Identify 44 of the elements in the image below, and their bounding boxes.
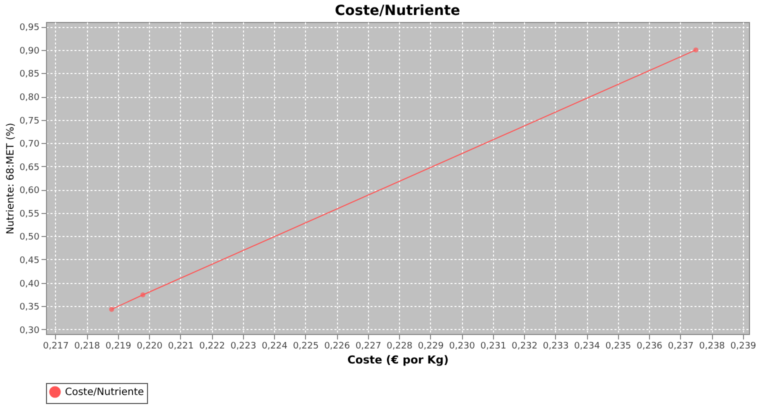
x-tick-label: 0,219 bbox=[105, 342, 132, 352]
x-tick-label: 0,218 bbox=[74, 342, 100, 352]
y-tick-label: 0,95 bbox=[19, 23, 40, 34]
x-tick-label: 0,229 bbox=[418, 342, 444, 352]
y-tick-label: 0,45 bbox=[19, 256, 40, 266]
point bbox=[109, 306, 114, 312]
x-tick-label: 0,224 bbox=[262, 342, 288, 352]
y-tick-label: 0,30 bbox=[19, 326, 40, 336]
x-tick-label: 0,220 bbox=[136, 342, 163, 352]
y-tick-label: 0,50 bbox=[19, 232, 40, 243]
legend-label: Coste/Nutriente bbox=[65, 387, 144, 398]
x-tick-label: 0,233 bbox=[542, 342, 569, 352]
x-tick-label: 0,223 bbox=[230, 342, 256, 352]
y-tick-label: 0,55 bbox=[19, 209, 40, 220]
x-tick-label: 0,225 bbox=[292, 342, 319, 352]
chart-title: Coste/Nutriente bbox=[334, 3, 460, 19]
x-tick-label: 0,230 bbox=[449, 342, 476, 352]
x-tick-label: 0,226 bbox=[324, 342, 350, 352]
x-tick-label: 0,235 bbox=[605, 342, 632, 352]
y-tick-label: 0,80 bbox=[19, 93, 40, 104]
y-tick-label: 0,60 bbox=[19, 186, 40, 196]
x-tick-label: 0,231 bbox=[480, 342, 506, 352]
y-axis-title: Nutriente: 68:MET (%) bbox=[5, 122, 16, 234]
x-tick-label: 0,232 bbox=[512, 342, 538, 352]
x-tick-label: 0,234 bbox=[574, 342, 600, 352]
x-axis-title: Coste (€ por Kg) bbox=[347, 354, 449, 366]
x-tick-label: 0,237 bbox=[668, 342, 694, 352]
x-tick-label: 0,236 bbox=[636, 342, 663, 352]
x-tick-label: 0,238 bbox=[699, 342, 726, 352]
y-tick-label: 0,90 bbox=[19, 46, 40, 56]
y-tick-label: 0,70 bbox=[19, 140, 40, 150]
x-tick-label: 0,227 bbox=[355, 342, 382, 352]
y-tick-label: 0,85 bbox=[19, 70, 40, 80]
x-tick-label: 0,222 bbox=[199, 342, 225, 352]
y-tick-label: 0,35 bbox=[19, 302, 40, 313]
x-tick-label: 0,228 bbox=[386, 342, 413, 352]
y-tick-label: 0,75 bbox=[19, 116, 40, 126]
x-tick-label: 0,217 bbox=[42, 342, 69, 352]
y-tick-label: 0,65 bbox=[19, 162, 40, 173]
x-tick-label: 0,221 bbox=[168, 342, 194, 352]
y-tick-label: 0,40 bbox=[19, 279, 40, 290]
point bbox=[140, 292, 146, 298]
x-tick-label: 0,239 bbox=[730, 342, 756, 352]
point bbox=[693, 47, 698, 52]
